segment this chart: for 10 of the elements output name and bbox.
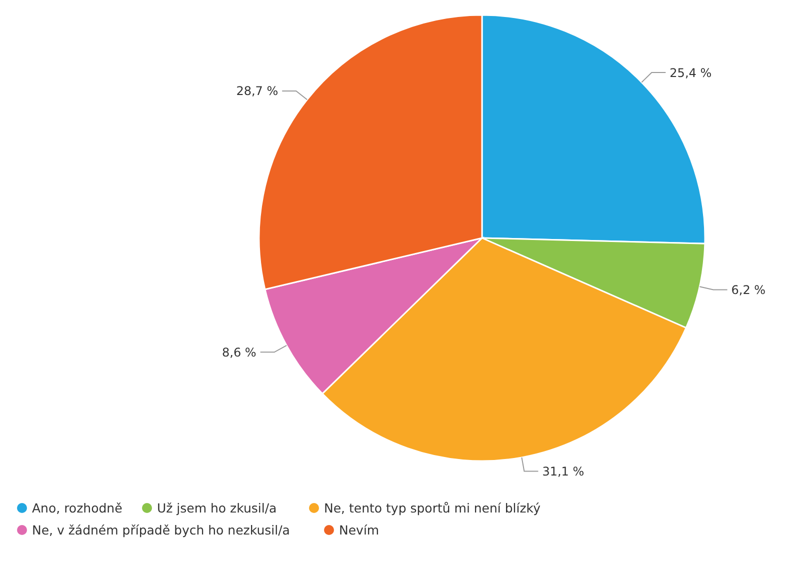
data-label: 31,1 % (542, 464, 584, 478)
data-label: 28,7 % (236, 84, 278, 98)
data-label: 25,4 % (670, 66, 712, 80)
data-label: 8,6 % (222, 345, 256, 360)
legend-label: Ne, v žádném případě bych ho nezkusil/a (32, 522, 290, 538)
legend-label: Ne, tento typ sportů mi není blízký (324, 500, 542, 516)
legend-label: Ano, rozhodně (32, 500, 123, 516)
data-label: 6,2 % (731, 282, 766, 297)
legend-label: Nevím (339, 522, 380, 538)
legend-label: Už jsem ho zkusil/a (157, 500, 277, 516)
